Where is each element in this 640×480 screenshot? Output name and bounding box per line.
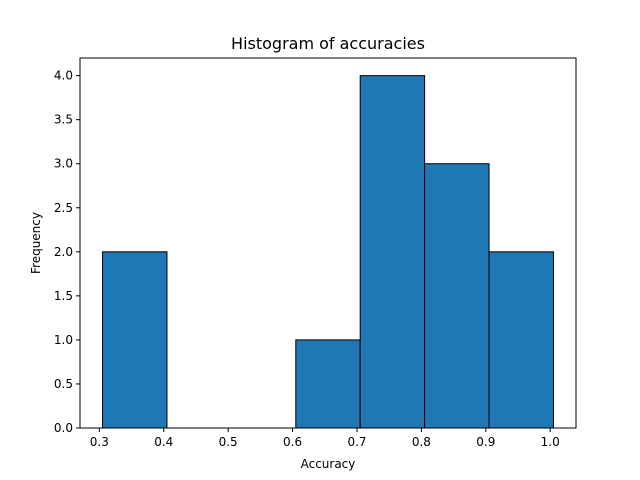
x-axis-label: Accuracy — [301, 457, 356, 471]
chart-title: Histogram of accuracies — [231, 34, 425, 53]
x-axis-ticks: 0.3 0.4 0.5 0.6 0.7 0.8 0.9 1.0 — [90, 428, 560, 449]
histogram-bar-4 — [359, 75, 426, 429]
y-tick-label: 4.0 — [54, 69, 73, 83]
y-tick-label: 0.5 — [54, 377, 73, 391]
x-tick-label: 0.6 — [283, 435, 302, 449]
histogram-bar-6 — [488, 251, 554, 429]
x-tick-label: 1.0 — [541, 435, 560, 449]
y-tick-label: 2.0 — [54, 245, 73, 259]
y-tick-label: 0.0 — [54, 421, 73, 435]
histogram-bar-3 — [295, 339, 361, 429]
y-tick-label: 3.5 — [54, 113, 73, 127]
y-tick-label: 1.0 — [54, 333, 73, 347]
x-tick-label: 0.5 — [219, 435, 238, 449]
y-axis-label: Frequency — [29, 212, 43, 274]
x-tick-label: 0.8 — [412, 435, 431, 449]
y-tick-label: 1.5 — [54, 289, 73, 303]
plot-frame — [79, 57, 577, 429]
y-tick-label: 2.5 — [54, 201, 73, 215]
x-tick-label: 0.4 — [154, 435, 173, 449]
x-tick-label: 0.7 — [347, 435, 366, 449]
y-axis-ticks: 0.0 0.5 1.0 1.5 2.0 2.5 3.0 3.5 4.0 — [54, 69, 80, 435]
y-tick-label: 3.0 — [54, 157, 73, 171]
histogram-bar-5 — [424, 163, 490, 429]
x-tick-label: 0.3 — [90, 435, 109, 449]
x-tick-label: 0.9 — [476, 435, 495, 449]
histogram-bar-0 — [102, 251, 168, 429]
bars-group — [102, 75, 554, 429]
